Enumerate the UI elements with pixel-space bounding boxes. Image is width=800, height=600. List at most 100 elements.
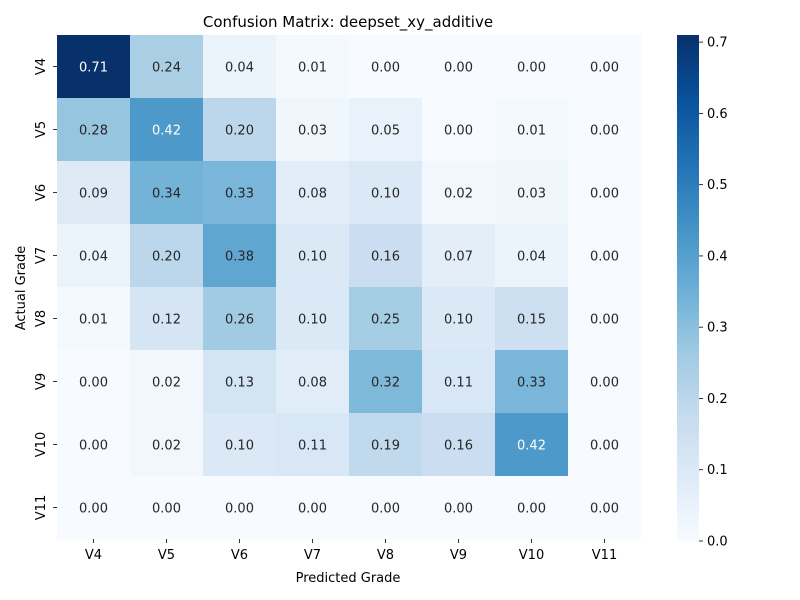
cell-value-label: 0.26 (225, 313, 254, 328)
colorbar-tick-label: 0.2 (707, 392, 728, 407)
colorbar-tick-label: 0.3 (707, 321, 728, 336)
heatmap-cell (568, 287, 642, 351)
cell-value-label: 0.00 (590, 61, 619, 76)
cell-value-label: 0.10 (298, 313, 327, 328)
cell-value-label: 0.33 (225, 187, 254, 202)
cell-value-label: 0.10 (371, 187, 400, 202)
cell-value-label: 0.01 (298, 61, 327, 76)
heatmap-cell (276, 35, 350, 99)
heatmap-cell (422, 476, 496, 540)
cell-value-label: 0.32 (371, 376, 400, 391)
heatmap-cell (495, 287, 569, 351)
heatmap-cell (422, 413, 496, 477)
cell-value-label: 0.00 (371, 61, 400, 76)
heatmap-cell (130, 35, 204, 99)
heatmap-cell (495, 98, 569, 162)
heatmap-cell (57, 224, 131, 288)
heatmap-cell (203, 98, 277, 162)
cell-value-label: 0.00 (517, 502, 546, 517)
cell-value-label: 0.24 (152, 61, 181, 76)
chart-title: Confusion Matrix: deepset_xy_additive (203, 13, 493, 32)
heatmap-cell (130, 161, 204, 225)
cell-value-label: 0.11 (444, 376, 473, 391)
cell-value-label: 0.00 (371, 502, 400, 517)
heatmap-cell (57, 287, 131, 351)
colorbar-tick-label: 0.6 (707, 107, 728, 122)
x-tick-label: V10 (519, 548, 544, 563)
cell-value-label: 0.00 (590, 502, 619, 517)
heatmap-cell (203, 161, 277, 225)
cell-value-label: 0.00 (444, 61, 473, 76)
y-axis-ticks: V4 V5 V6 V7 V8 V9 V10 V11 (34, 58, 57, 520)
heatmap-cell (568, 413, 642, 477)
heatmap-cell (203, 350, 277, 414)
x-tick-label: V7 (304, 548, 321, 563)
heatmap-cell (422, 350, 496, 414)
heatmap-cell (349, 476, 423, 540)
cell-value-label: 0.34 (152, 187, 181, 202)
cell-value-label: 0.00 (298, 502, 327, 517)
heatmap-cell (495, 350, 569, 414)
x-axis-ticks: V4 V5 V6 V7 V8 V9 V10 V11 (85, 539, 617, 563)
heatmap-cell (130, 413, 204, 477)
cell-value-label: 0.00 (590, 124, 619, 139)
heatmap-cell (203, 413, 277, 477)
heatmap-cells (57, 35, 642, 540)
heatmap-cell (422, 224, 496, 288)
y-tick-label: V5 (34, 121, 49, 138)
y-tick-label: V4 (34, 58, 49, 75)
heatmap-cell (57, 161, 131, 225)
heatmap-cell (568, 35, 642, 99)
x-axis-label: Predicted Grade (296, 571, 401, 586)
heatmap-cell (495, 413, 569, 477)
cell-value-label: 0.19 (371, 439, 400, 454)
cell-value-label: 0.04 (225, 61, 254, 76)
heatmap-cell (568, 476, 642, 540)
heatmap-cell (276, 161, 350, 225)
heatmap-cell (130, 98, 204, 162)
cell-value-label: 0.04 (79, 250, 108, 265)
heatmap-cell (57, 350, 131, 414)
heatmap-cell (203, 35, 277, 99)
cell-value-label: 0.20 (152, 250, 181, 265)
cell-value-label: 0.10 (225, 439, 254, 454)
cell-value-label: 0.01 (79, 313, 108, 328)
colorbar (677, 35, 699, 541)
cell-value-label: 0.00 (79, 439, 108, 454)
cell-value-label: 0.16 (371, 250, 400, 265)
cell-value-label: 0.10 (444, 313, 473, 328)
heatmap-cell (349, 413, 423, 477)
cell-value-label: 0.42 (517, 439, 546, 454)
cell-value-label: 0.03 (517, 187, 546, 202)
cell-value-label: 0.04 (517, 250, 546, 265)
colorbar-tick-label: 0.1 (707, 463, 728, 478)
heatmap-cell (495, 476, 569, 540)
y-axis-label: Actual Grade (14, 246, 29, 331)
cell-value-label: 0.71 (79, 61, 108, 76)
heatmap-cell (349, 224, 423, 288)
heatmap-cell (349, 35, 423, 99)
cell-value-label: 0.10 (298, 250, 327, 265)
colorbar-tick-label: 0.7 (707, 36, 728, 51)
cell-value-label: 0.16 (444, 439, 473, 454)
cell-value-label: 0.00 (590, 439, 619, 454)
heatmap-cell (495, 224, 569, 288)
cell-value-label: 0.08 (298, 187, 327, 202)
y-tick-label: V11 (34, 495, 49, 520)
cell-value-label: 0.00 (79, 502, 108, 517)
heatmap-cell (203, 287, 277, 351)
x-tick-label: V9 (450, 548, 467, 563)
heatmap-cell (130, 224, 204, 288)
heatmap-cell (349, 161, 423, 225)
cell-value-label: 0.00 (517, 61, 546, 76)
cell-value-label: 0.08 (298, 376, 327, 391)
heatmap-cell (57, 476, 131, 540)
cell-value-label: 0.00 (225, 502, 254, 517)
y-tick-label: V9 (34, 373, 49, 390)
cell-value-label: 0.03 (298, 124, 327, 139)
heatmap-cell (422, 98, 496, 162)
heatmap-cell (57, 413, 131, 477)
colorbar-tick-label: 0.0 (707, 535, 728, 550)
cell-value-label: 0.28 (79, 124, 108, 139)
